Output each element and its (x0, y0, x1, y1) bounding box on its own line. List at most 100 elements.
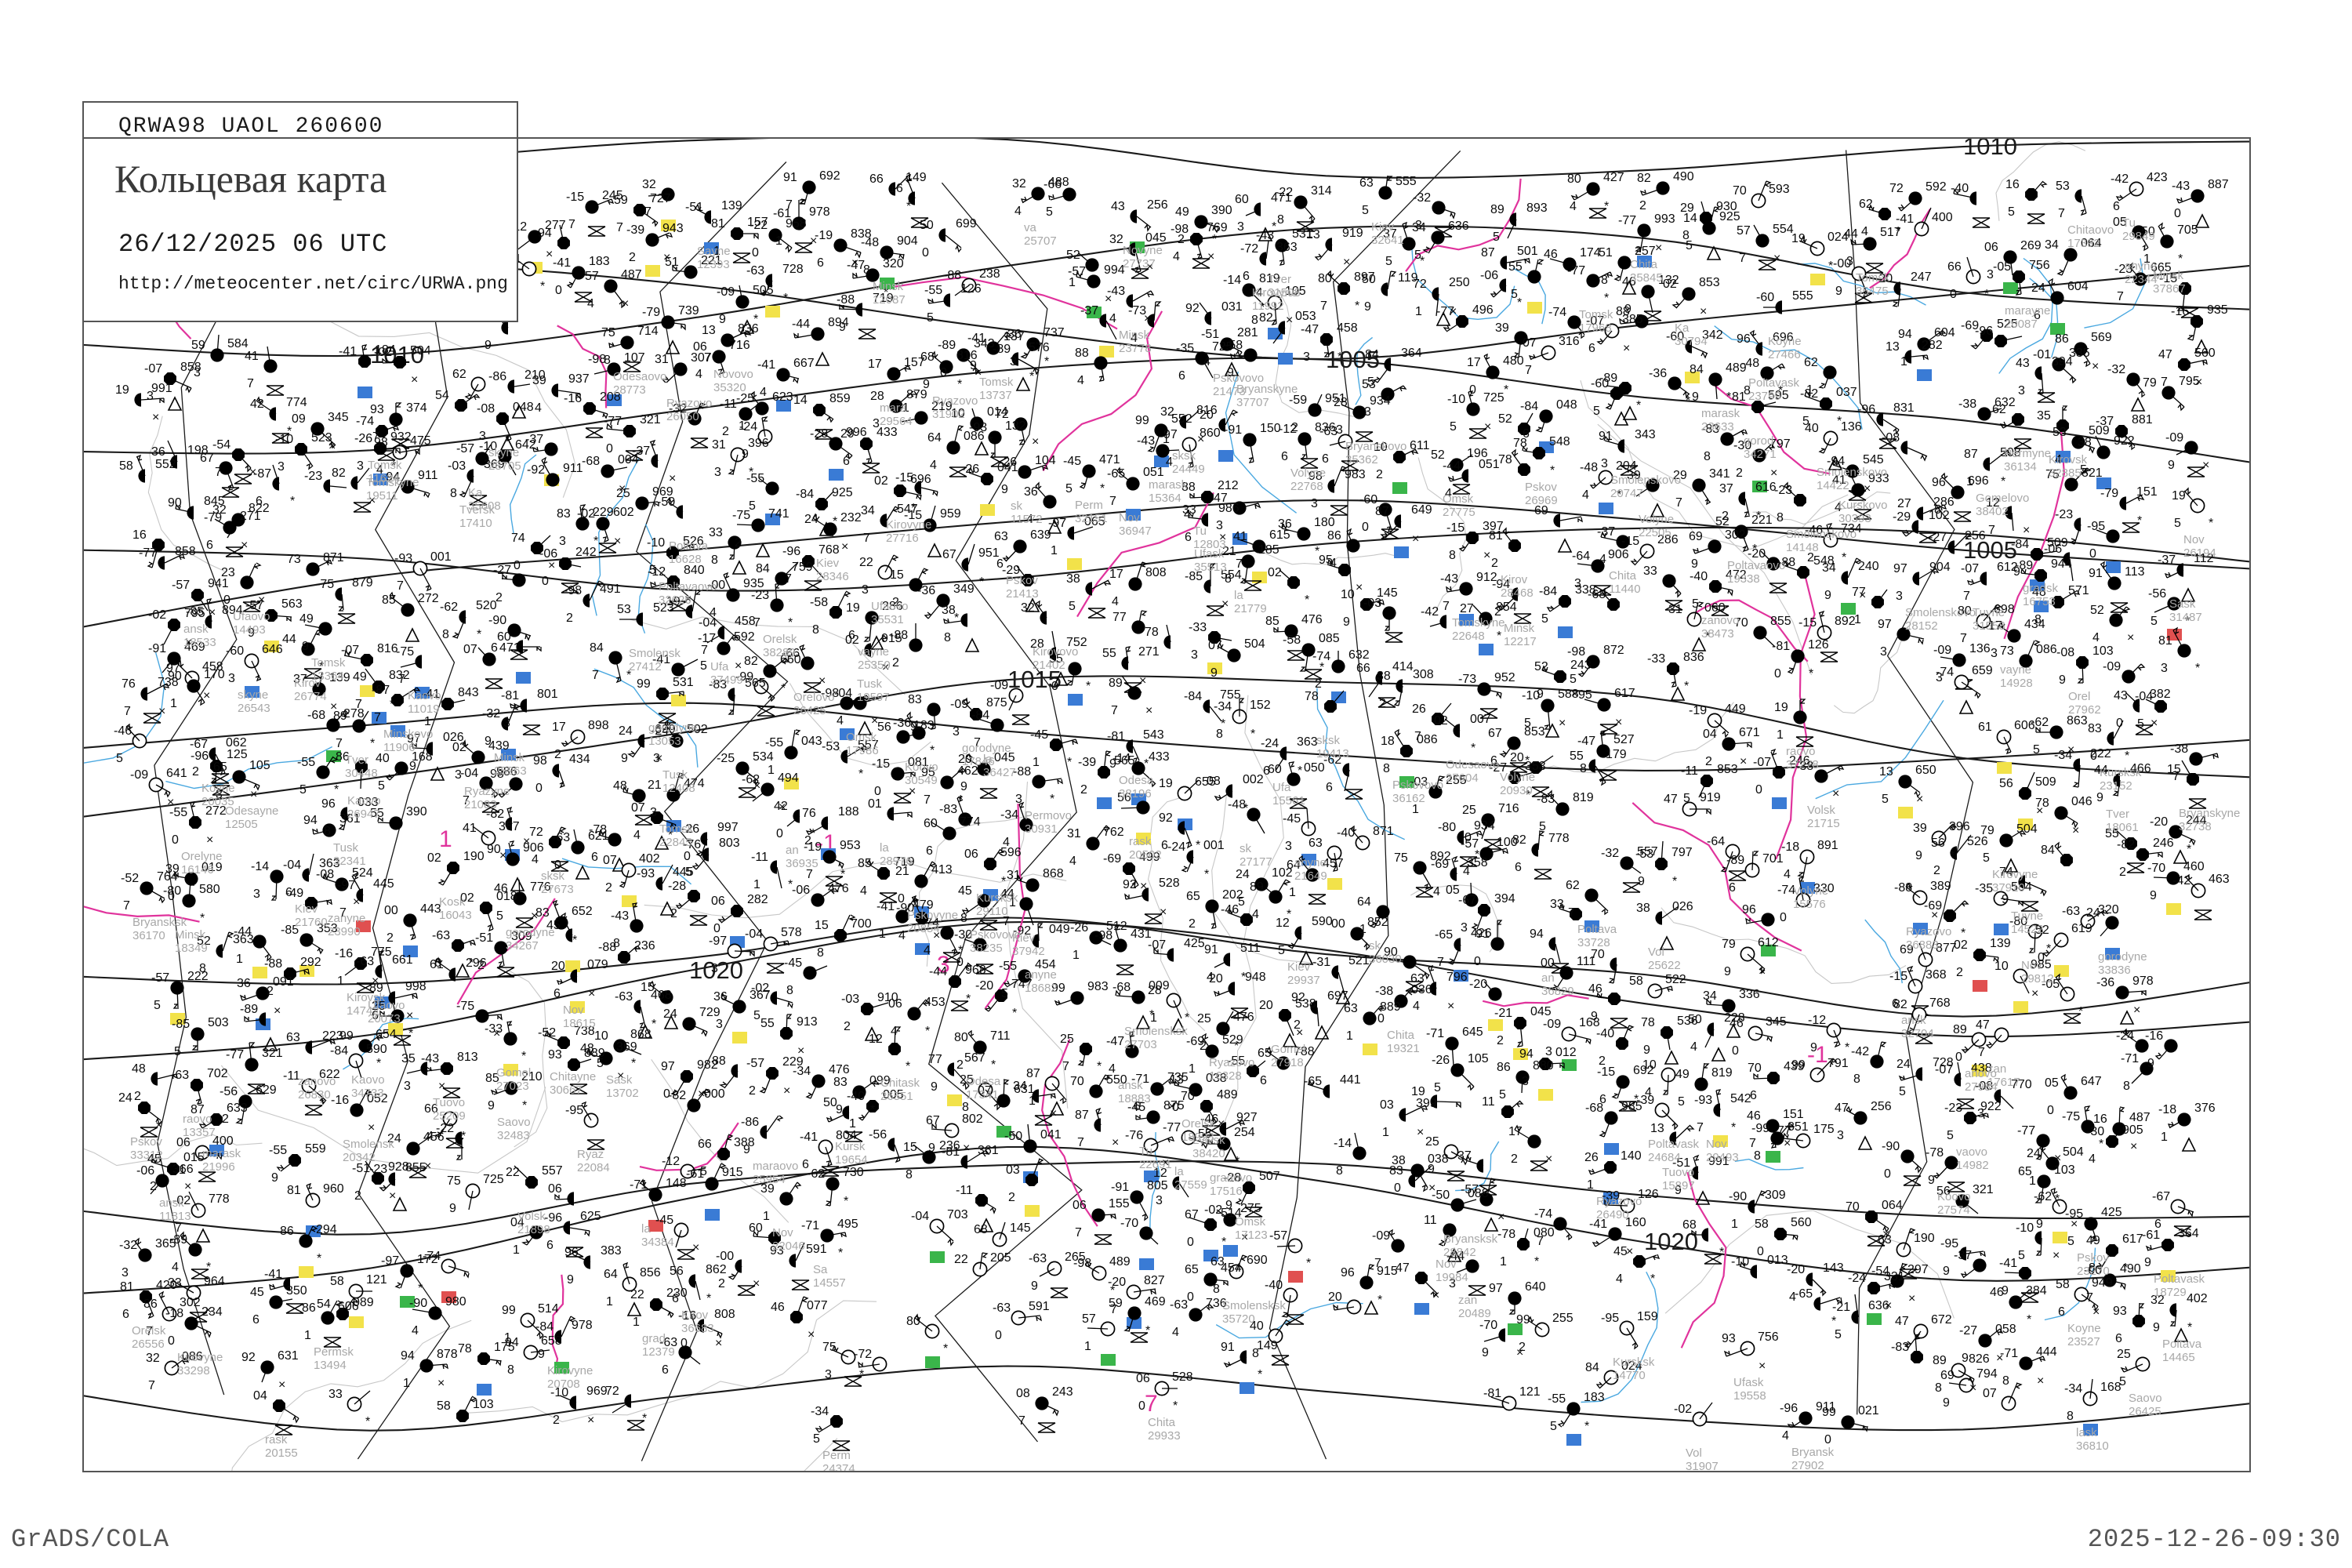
svg-text:14: 14 (793, 394, 808, 407)
svg-text:66: 66 (1356, 662, 1370, 675)
svg-text:7: 7 (1960, 632, 1967, 645)
svg-text:82: 82 (1512, 833, 1526, 847)
svg-text:96: 96 (1737, 332, 1751, 346)
svg-text:489: 489 (1109, 1255, 1131, 1269)
svg-text:Tver: Tver (345, 753, 368, 767)
svg-text:25209: 25209 (433, 1109, 466, 1123)
svg-text:raovo: raovo (1786, 745, 1816, 758)
svg-text:sk: sk (1011, 499, 1023, 513)
svg-text:16: 16 (2093, 1112, 2107, 1126)
svg-text:00: 00 (384, 904, 398, 917)
svg-text:*: * (1497, 630, 1501, 643)
svg-text:051: 051 (1479, 458, 1500, 471)
svg-text:Smolensk: Smolensk (629, 647, 681, 660)
svg-text:skyne: skyne (488, 446, 519, 459)
svg-text:700: 700 (851, 917, 872, 931)
svg-text:23990: 23990 (328, 925, 361, 938)
svg-text:-21: -21 (1494, 1007, 1512, 1020)
svg-text:99: 99 (637, 677, 651, 691)
svg-text:Bryanskyne: Bryanskyne (2179, 807, 2240, 820)
svg-text:257: 257 (1635, 245, 1656, 258)
svg-text:2: 2 (1705, 755, 1712, 768)
svg-text:×: × (250, 788, 257, 801)
svg-text:-23: -23 (2055, 508, 2073, 521)
svg-text:Tomsk: Tomsk (311, 656, 346, 670)
svg-text:-56: -56 (2148, 587, 2166, 601)
svg-text:9: 9 (1343, 615, 1350, 629)
svg-text:17: 17 (1109, 568, 1123, 581)
svg-text:29812: 29812 (2021, 972, 2054, 985)
svg-text:06: 06 (1073, 1199, 1087, 1212)
svg-text:739: 739 (678, 304, 699, 318)
svg-text:495: 495 (837, 1218, 858, 1231)
svg-text:60: 60 (924, 817, 938, 830)
svg-text:10: 10 (1642, 1058, 1657, 1072)
svg-text:67: 67 (1185, 1208, 1199, 1221)
svg-text:*: * (206, 1261, 211, 1274)
svg-text:529: 529 (1222, 1033, 1243, 1047)
svg-text:-79: -79 (2100, 487, 2118, 500)
svg-text:3: 3 (1545, 1045, 1552, 1058)
svg-text:×: × (184, 1180, 191, 1193)
svg-text:-15: -15 (1446, 521, 1465, 535)
svg-text:43: 43 (2114, 689, 2128, 702)
svg-text:-10: -10 (1731, 1255, 1749, 1269)
svg-text:-44: -44 (929, 965, 947, 978)
svg-text:Bryansksk: Bryansksk (1443, 1232, 1498, 1246)
svg-text:-10: -10 (275, 433, 293, 446)
svg-text:460: 460 (2183, 860, 2205, 873)
svg-text:45: 45 (958, 884, 972, 898)
svg-text:-88: -88 (1894, 881, 1912, 895)
svg-text:82: 82 (744, 655, 758, 668)
svg-text:gorodyne: gorodyne (648, 721, 698, 735)
svg-text:9: 9 (719, 313, 726, 326)
svg-text:1: 1 (1051, 544, 1058, 557)
svg-text:*: * (1471, 742, 1475, 755)
svg-text:-19: -19 (815, 229, 833, 242)
svg-text:1: 1 (2161, 1131, 2168, 1144)
svg-text:Chitaovo: Chitaovo (2067, 223, 2114, 237)
svg-text:4: 4 (1433, 885, 1440, 898)
svg-text:13: 13 (702, 324, 716, 337)
svg-text:91: 91 (2089, 567, 2103, 580)
svg-text:202: 202 (1222, 888, 1243, 902)
svg-text:12: 12 (869, 1033, 883, 1046)
svg-text:569: 569 (2091, 331, 2112, 344)
svg-text:19321: 19321 (1387, 1042, 1420, 1055)
svg-text:-12: -12 (1808, 1014, 1826, 1027)
svg-text:-36: -36 (2096, 976, 2114, 989)
svg-text:860: 860 (1200, 426, 1221, 440)
svg-text:913: 913 (797, 1015, 818, 1029)
svg-text:-90: -90 (1882, 1140, 1900, 1153)
svg-text:871: 871 (323, 551, 344, 564)
svg-text:6: 6 (546, 1239, 554, 1252)
svg-text:38473: 38473 (1701, 627, 1734, 641)
svg-text:67: 67 (1488, 727, 1502, 740)
svg-text:*: * (958, 793, 963, 807)
svg-text:7: 7 (1443, 600, 1450, 613)
svg-text:1: 1 (1900, 355, 1907, 368)
svg-text:646: 646 (262, 643, 283, 656)
svg-text:-77: -77 (226, 1048, 244, 1062)
svg-text:-55: -55 (999, 960, 1017, 973)
svg-text:5: 5 (1539, 820, 1546, 833)
svg-text:-41: -41 (1896, 212, 1914, 226)
svg-text:523: 523 (311, 431, 332, 445)
svg-text:maraovo: maraovo (753, 1160, 798, 1173)
svg-text:Tomsk: Tomsk (659, 822, 694, 836)
svg-text:7: 7 (1075, 1226, 1082, 1240)
svg-text:×: × (2133, 1004, 2140, 1017)
svg-text:855: 855 (405, 1161, 426, 1174)
svg-text:-34: -34 (793, 1065, 811, 1078)
svg-text:12217: 12217 (1504, 635, 1537, 648)
svg-text:0: 0 (2047, 1104, 2054, 1117)
svg-text:21413: 21413 (1006, 587, 1039, 601)
svg-text:02: 02 (452, 741, 466, 754)
svg-text:2: 2 (1639, 199, 1646, 212)
svg-text:2: 2 (1080, 783, 1087, 797)
svg-text:36: 36 (237, 977, 251, 990)
svg-text:×: × (1432, 1289, 1439, 1302)
svg-text:968: 968 (965, 964, 986, 977)
svg-text:5: 5 (1499, 1088, 1506, 1102)
svg-text:-10: -10 (1447, 393, 1465, 406)
